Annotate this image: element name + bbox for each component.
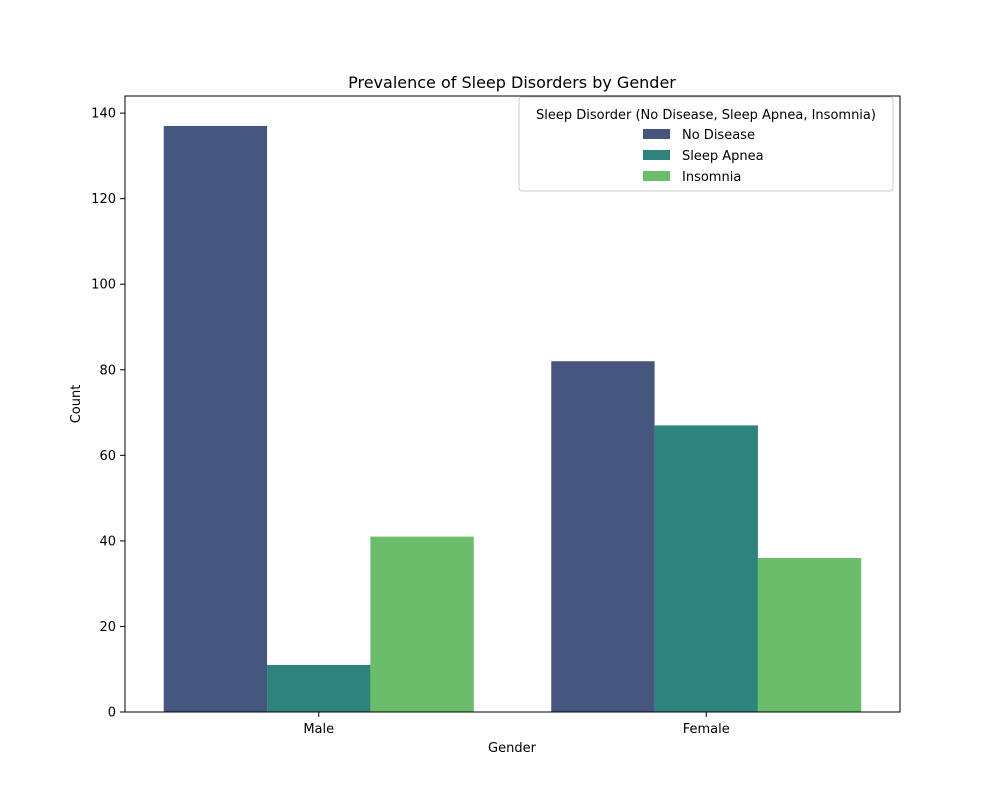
- legend-label-no-disease: No Disease: [682, 128, 755, 143]
- x-axis-title: Gender: [488, 741, 537, 756]
- plot-frame: [124, 95, 901, 713]
- bars-group: [163, 125, 862, 712]
- bar-male-sleep-apnea: [267, 664, 371, 712]
- x-axis: Male Female: [303, 712, 730, 737]
- y-tick-label: 120: [91, 192, 116, 207]
- legend-box: [518, 96, 894, 192]
- y-tick-label: 40: [99, 534, 116, 549]
- legend-swatch-insomnia: [643, 171, 670, 181]
- bar-female-sleep-apnea: [654, 425, 758, 712]
- legend: Sleep Disorder (No Disease, Sleep Apnea,…: [518, 96, 894, 192]
- y-tick-label: 0: [108, 706, 116, 721]
- x-tick-label-female: Female: [683, 722, 730, 737]
- bar-female-insomnia: [757, 558, 862, 712]
- bar-male-no-disease: [163, 125, 268, 712]
- legend-label-sleep-apnea: Sleep Apnea: [682, 149, 764, 164]
- legend-swatch-no-disease: [643, 129, 670, 139]
- legend-title: Sleep Disorder (No Disease, Sleep Apnea,…: [536, 108, 876, 123]
- y-tick-label: 140: [91, 107, 116, 122]
- legend-label-insomnia: Insomnia: [682, 170, 741, 185]
- legend-swatch-sleep-apnea: [643, 150, 670, 160]
- chart-title: Prevalence of Sleep Disorders by Gender: [348, 73, 676, 92]
- y-tick-label: 20: [99, 620, 116, 635]
- x-tick-label-male: Male: [303, 722, 334, 737]
- y-axis: 0 20 40 60 80 100 120 140: [91, 107, 125, 721]
- y-tick-label: 100: [91, 278, 116, 293]
- bar-male-insomnia: [370, 536, 474, 712]
- bar-female-no-disease: [551, 361, 655, 712]
- y-axis-title: Count: [69, 385, 84, 424]
- y-tick-label: 60: [99, 449, 116, 464]
- y-tick-label: 80: [99, 363, 116, 378]
